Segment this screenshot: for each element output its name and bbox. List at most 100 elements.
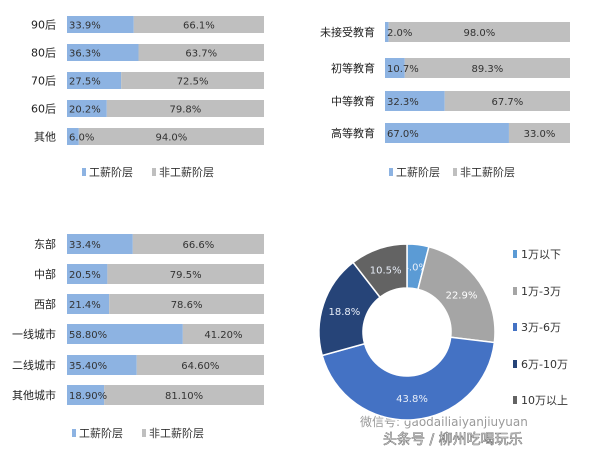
data-label: 35.40% bbox=[69, 361, 107, 372]
data-label: 79.8% bbox=[170, 105, 202, 116]
data-label: 79.5% bbox=[170, 270, 202, 281]
donut-slice bbox=[417, 245, 496, 344]
data-label: 98.0% bbox=[463, 28, 495, 39]
data-label: 2.0% bbox=[387, 28, 412, 39]
bar-segment-workers bbox=[67, 234, 133, 254]
bar-segment-non-workers bbox=[182, 324, 264, 344]
data-label: 20.2% bbox=[69, 105, 101, 116]
category-label: 60后 bbox=[31, 103, 56, 116]
donut-legend-label: 10万以上 bbox=[521, 394, 568, 407]
category-label: 东部 bbox=[34, 237, 56, 251]
bar-segment-non-workers bbox=[78, 128, 264, 145]
category-label: 一线城市 bbox=[12, 327, 56, 341]
donut-legend-label: 6万-10万 bbox=[521, 358, 568, 371]
donut-legend-swatch bbox=[513, 360, 517, 368]
bar-segment-workers bbox=[67, 324, 183, 344]
data-label: 67.7% bbox=[491, 97, 523, 108]
donut-data-label: 43.8% bbox=[396, 394, 428, 405]
data-label: 72.5% bbox=[177, 77, 209, 88]
bar-segment-non-workers bbox=[138, 44, 264, 61]
donut-legend-swatch bbox=[513, 323, 517, 331]
data-label: 33.0% bbox=[524, 129, 556, 140]
bar-segment-workers bbox=[385, 123, 509, 143]
data-label: 63.7% bbox=[185, 49, 217, 60]
data-label: 66.6% bbox=[183, 240, 215, 251]
bar-segment-non-workers bbox=[133, 16, 264, 33]
donut-legend-label: 1万-3万 bbox=[521, 285, 561, 298]
category-label: 初等教育 bbox=[331, 61, 375, 75]
bar-segment-workers bbox=[67, 294, 110, 314]
legend-swatch-non-workers bbox=[152, 168, 156, 176]
bar-segment-non-workers bbox=[109, 294, 265, 314]
category-label: 未接受教育 bbox=[320, 25, 375, 39]
data-label: 41.20% bbox=[204, 330, 242, 341]
legend-swatch-non-workers bbox=[142, 429, 146, 437]
donut-slice bbox=[321, 336, 496, 421]
donut-legend-label: 1万以下 bbox=[521, 248, 561, 261]
donut-legend-swatch bbox=[513, 396, 517, 404]
bar-segment-non-workers bbox=[508, 123, 570, 143]
category-label: 90后 bbox=[31, 19, 56, 32]
bar-segment-non-workers bbox=[107, 264, 264, 284]
bar-segment-workers bbox=[67, 385, 105, 405]
bar-segment-non-workers bbox=[388, 22, 570, 42]
bar-segment-non-workers bbox=[132, 234, 264, 254]
bar-segment-non-workers bbox=[104, 385, 264, 405]
category-label: 高等教育 bbox=[331, 126, 375, 140]
donut-legend-swatch bbox=[513, 287, 517, 295]
category-label: 其他 bbox=[34, 131, 56, 144]
data-label: 58.80% bbox=[69, 330, 107, 341]
data-label: 89.3% bbox=[472, 64, 504, 75]
category-label: 中等教育 bbox=[331, 94, 375, 108]
legend-label: 工薪阶层 bbox=[89, 165, 133, 179]
bar-segment-non-workers bbox=[444, 91, 570, 111]
data-label: 33.9% bbox=[69, 21, 101, 32]
legend-label: 非工薪阶层 bbox=[149, 426, 204, 440]
footer-text: 头条号 / 柳州吃喝玩乐 bbox=[383, 431, 523, 448]
bar-segment-workers bbox=[67, 44, 139, 61]
bar-segment-workers bbox=[385, 58, 405, 78]
data-label: 94.0% bbox=[156, 133, 188, 144]
data-label: 6.0% bbox=[69, 133, 94, 144]
bar-segment-workers bbox=[67, 128, 79, 145]
bar-segment-workers bbox=[67, 264, 108, 284]
category-label: 其他城市 bbox=[12, 388, 56, 402]
category-label: 70后 bbox=[31, 75, 56, 88]
data-label: 78.6% bbox=[171, 300, 203, 311]
legend-swatch-non-workers bbox=[453, 168, 457, 176]
bar-segment-workers bbox=[67, 355, 137, 375]
bar-segment-non-workers bbox=[136, 355, 264, 375]
donut-data-label: 18.8% bbox=[328, 307, 360, 318]
legend-swatch-workers bbox=[389, 168, 393, 176]
data-label: 67.0% bbox=[387, 129, 419, 140]
data-label: 20.5% bbox=[69, 270, 101, 281]
category-label: 中部 bbox=[34, 267, 56, 281]
bar-segment-workers bbox=[67, 100, 107, 117]
legend-label: 工薪阶层 bbox=[79, 426, 123, 440]
data-label: 81.10% bbox=[165, 391, 203, 402]
donut-slice bbox=[352, 243, 408, 299]
data-label: 27.5% bbox=[69, 77, 101, 88]
legend-label: 非工薪阶层 bbox=[159, 165, 214, 179]
bar-segment-workers bbox=[385, 22, 389, 42]
data-label: 32.3% bbox=[387, 97, 419, 108]
data-label: 10.7% bbox=[387, 64, 419, 75]
donut-data-label: 10.5% bbox=[370, 266, 402, 277]
donut-legend-swatch bbox=[513, 250, 517, 258]
category-label: 二线城市 bbox=[12, 358, 56, 372]
bar-segment-non-workers bbox=[404, 58, 570, 78]
legend-swatch-workers bbox=[82, 168, 86, 176]
legend-label: 非工薪阶层 bbox=[460, 165, 515, 179]
data-label: 36.3% bbox=[69, 49, 101, 60]
bar-segment-non-workers bbox=[121, 72, 264, 89]
bar-segment-non-workers bbox=[106, 100, 264, 117]
bar-segment-workers bbox=[67, 72, 122, 89]
data-label: 18.90% bbox=[69, 391, 107, 402]
donut-legend-label: 3万-6万 bbox=[521, 321, 561, 334]
data-label: 33.4% bbox=[69, 240, 101, 251]
category-label: 80后 bbox=[31, 47, 56, 60]
data-label: 66.1% bbox=[183, 21, 215, 32]
bar-segment-workers bbox=[385, 91, 445, 111]
donut-data-label: 22.9% bbox=[446, 291, 478, 302]
